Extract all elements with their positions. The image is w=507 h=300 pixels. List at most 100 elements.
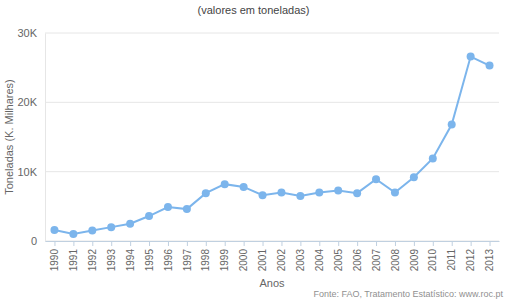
x-tick-label: 1995 — [144, 249, 155, 272]
x-tick: 1999 — [219, 241, 230, 271]
y-tick-label: 10K — [17, 166, 37, 178]
x-tick-mark — [244, 241, 245, 246]
x-tick-label: 2000 — [238, 249, 249, 272]
x-tick: 2012 — [465, 241, 476, 271]
x-tick-mark — [490, 241, 491, 246]
x-tick-mark — [54, 241, 55, 246]
x-tick: 1990 — [49, 241, 60, 271]
y-tick-label: 0 — [31, 235, 37, 247]
x-tick: 2003 — [295, 241, 306, 271]
x-tick: 2006 — [352, 241, 363, 271]
x-tick-mark — [433, 241, 434, 246]
point — [296, 192, 304, 200]
x-tick-mark — [206, 241, 207, 246]
x-tick-mark — [471, 241, 472, 246]
y-tick-label: 20K — [17, 96, 37, 108]
x-tick-mark — [187, 241, 188, 246]
point — [429, 154, 437, 162]
x-tick: 1993 — [106, 241, 117, 271]
x-tick-label: 1994 — [125, 249, 136, 272]
point — [50, 226, 58, 234]
x-tick-mark — [338, 241, 339, 246]
point — [126, 220, 134, 228]
x-tick-label: 2012 — [465, 249, 476, 272]
point — [315, 188, 323, 196]
x-tick: 2007 — [371, 241, 382, 271]
x-tick-label: 2010 — [427, 249, 438, 272]
x-tick: 2005 — [333, 241, 344, 271]
point — [202, 189, 210, 197]
x-tick-label: 1997 — [182, 249, 193, 272]
grid-line — [45, 241, 499, 242]
x-axis: 1990 1991 1992 1993 1994 1995 1996 1997 1998 1999… — [46, 241, 500, 271]
y-axis-line — [45, 34, 46, 242]
point — [259, 191, 267, 199]
y-tick: 10K — [17, 166, 45, 178]
y-tick: 20K — [17, 96, 45, 108]
title: (valores em toneladas) — [198, 4, 310, 16]
x-tick: 2009 — [409, 241, 420, 271]
x-tick-label: 1998 — [200, 249, 211, 272]
x-tick-mark — [300, 241, 301, 246]
x-tick: 2001 — [257, 241, 268, 271]
point — [448, 121, 456, 129]
y-tick: 0 — [31, 235, 45, 247]
x-tick-label: 2001 — [257, 249, 268, 272]
x-tick-mark — [357, 241, 358, 246]
point — [145, 212, 153, 220]
x-tick-label: 1991 — [68, 249, 79, 272]
x-tick-mark — [376, 241, 377, 246]
series — [50, 53, 493, 238]
y-axis-title: Toneladas (K. Milhares) — [3, 79, 15, 195]
x-tick-mark — [130, 241, 131, 246]
x-tick: 2010 — [427, 241, 438, 271]
y-tick: 30K — [17, 27, 45, 39]
x-tick-mark — [452, 241, 453, 246]
x-tick-label: 2013 — [484, 249, 495, 272]
x-tick-label: 1990 — [49, 249, 60, 272]
x-tick-label: 2009 — [409, 249, 420, 272]
x-tick: 2004 — [314, 241, 325, 271]
x-tick-label: 1996 — [163, 249, 174, 272]
point — [410, 173, 418, 181]
point — [164, 203, 172, 211]
point — [334, 186, 342, 194]
x-tick: 2011 — [446, 241, 457, 271]
y-tick-label: 30K — [17, 27, 37, 39]
x-tick-label: 1999 — [219, 249, 230, 272]
x-tick-mark — [225, 241, 226, 246]
x-tick: 1996 — [163, 241, 174, 271]
x-tick-label: 1992 — [87, 249, 98, 272]
x-tick-label: 2005 — [333, 249, 344, 272]
x-tick-label: 2006 — [352, 249, 363, 272]
x-tick-mark — [414, 241, 415, 246]
x-axis-line — [46, 241, 500, 242]
point — [353, 189, 361, 197]
point — [467, 53, 475, 61]
point — [486, 62, 494, 70]
point — [372, 175, 380, 183]
x-tick-label: 1993 — [106, 249, 117, 272]
point — [277, 188, 285, 196]
y-axis: 0 10K 20K 30K — [17, 27, 45, 247]
x-tick: 1997 — [182, 241, 193, 271]
point — [240, 183, 248, 191]
x-tick-label: 2008 — [390, 249, 401, 272]
grid — [45, 33, 499, 241]
grid-line — [45, 102, 499, 103]
x-tick-label: 2011 — [446, 249, 457, 271]
point — [183, 205, 191, 213]
x-tick: 2000 — [238, 241, 249, 271]
x-tick: 2002 — [276, 241, 287, 271]
chart: 010K20K30K199019911992199319941995199619… — [0, 0, 507, 300]
point — [107, 223, 115, 231]
line — [54, 57, 489, 234]
grid-line — [45, 171, 499, 172]
x-tick-mark — [92, 241, 93, 246]
x-tick: 1998 — [200, 241, 211, 271]
x-tick: 1994 — [125, 241, 136, 271]
point — [88, 227, 96, 235]
grid-line — [45, 33, 499, 34]
source: Fonte: FAO, Tratamento Estatístico: www.… — [313, 289, 503, 299]
x-tick-mark — [149, 241, 150, 246]
